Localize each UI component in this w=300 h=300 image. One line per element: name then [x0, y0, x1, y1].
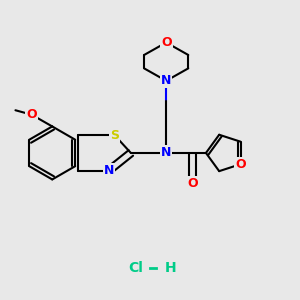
Text: O: O	[188, 177, 198, 190]
Text: N: N	[161, 74, 171, 87]
Text: S: S	[110, 129, 119, 142]
Text: O: O	[235, 158, 246, 171]
Text: N: N	[103, 164, 114, 177]
Text: O: O	[161, 36, 172, 49]
Text: O: O	[26, 108, 37, 121]
Text: Cl: Cl	[128, 261, 143, 275]
Text: N: N	[161, 146, 171, 159]
Text: H: H	[165, 261, 176, 275]
